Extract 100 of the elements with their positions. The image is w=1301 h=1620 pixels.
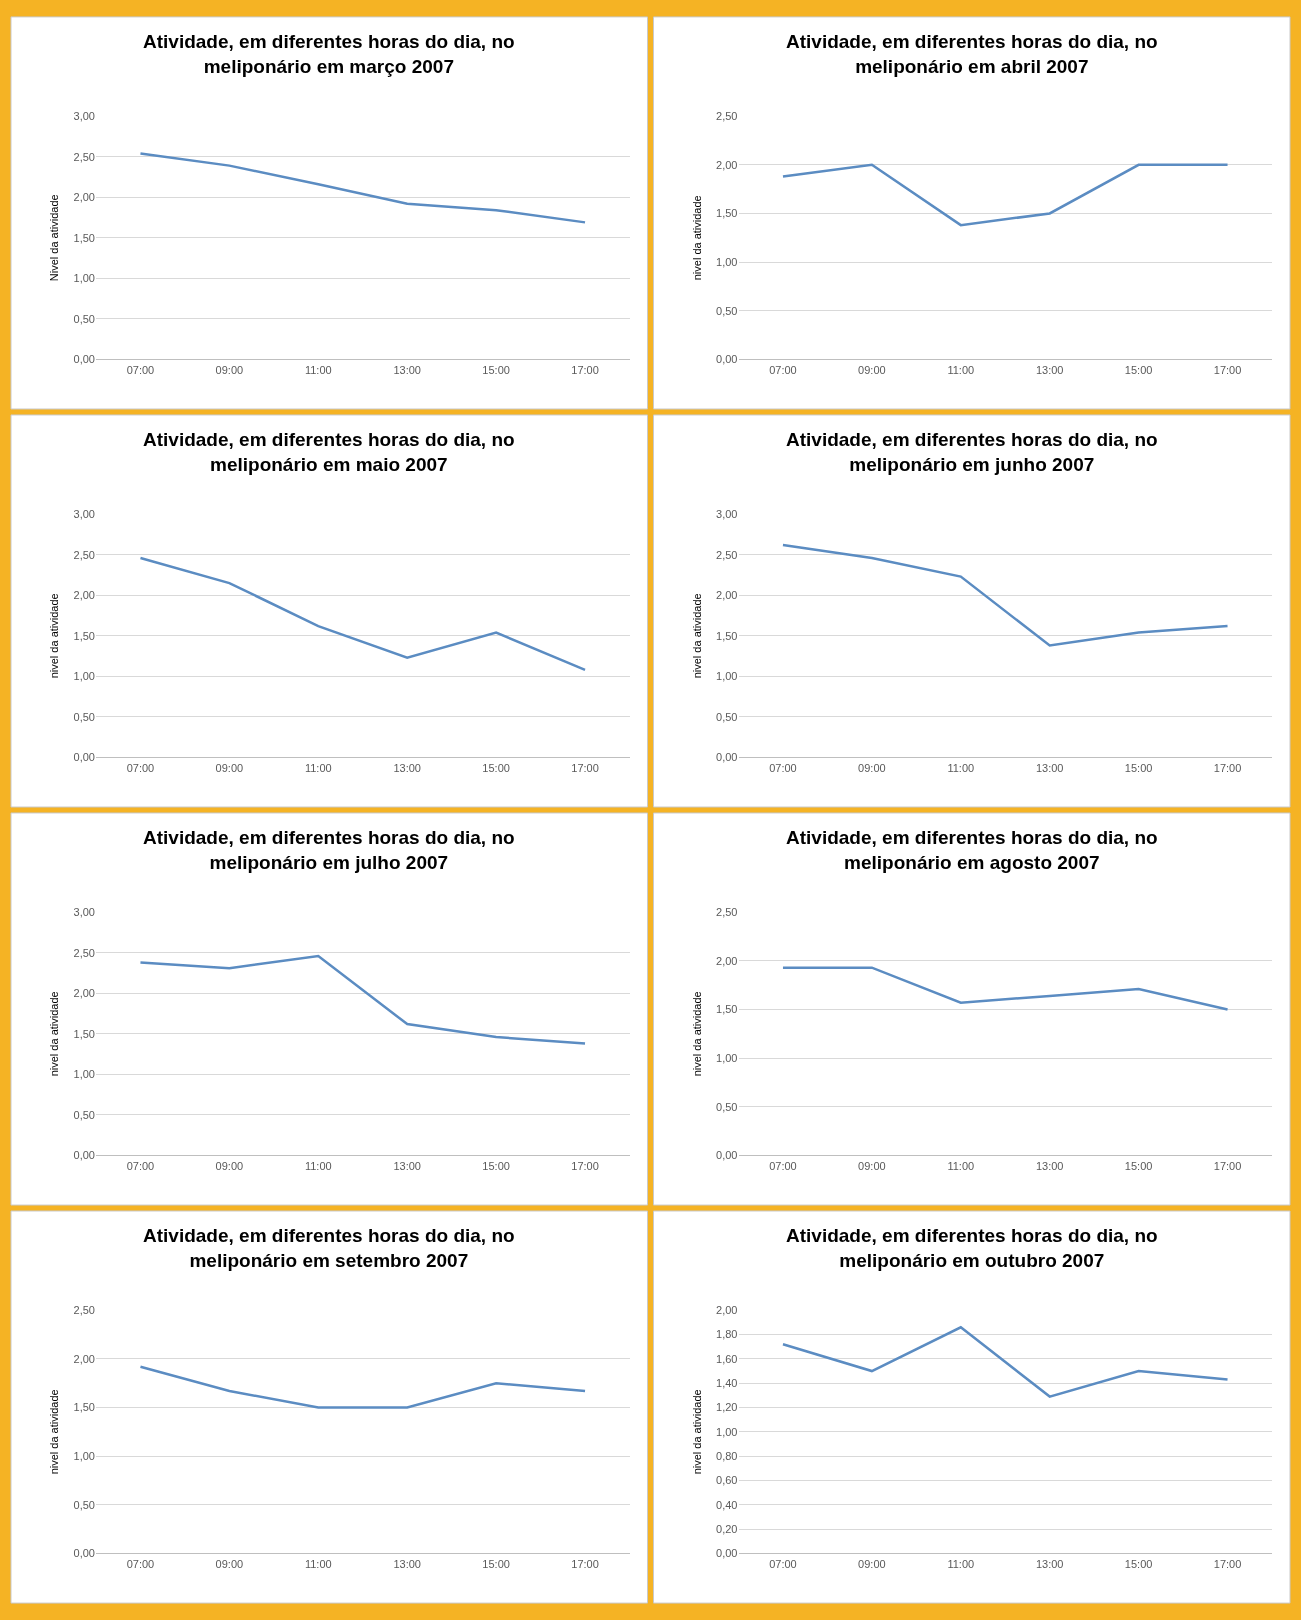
x-tick-label: 13:00 xyxy=(393,1557,421,1570)
y-tick-label: 2,00 xyxy=(716,954,738,967)
x-tick-label: 17:00 xyxy=(1213,761,1242,774)
y-tick-label: 1,00 xyxy=(73,1068,95,1081)
y-tick-label: 2,50 xyxy=(73,548,95,561)
y-tick-label: 1,80 xyxy=(716,1328,738,1341)
x-tick-label: 11:00 xyxy=(947,761,975,774)
x-tick-label: 17:00 xyxy=(571,1159,599,1172)
x-tick-label: 07:00 xyxy=(126,761,155,774)
line-series xyxy=(139,152,587,224)
y-tick-label: 1,00 xyxy=(716,670,738,683)
x-tick-label: 13:00 xyxy=(393,1159,421,1172)
y-tick-label: 0,50 xyxy=(716,1100,738,1113)
x-tick-label: 09:00 xyxy=(858,363,886,376)
line-series xyxy=(781,543,1229,647)
y-tick-label: 0,60 xyxy=(716,1474,738,1487)
y-tick-label: 0,50 xyxy=(716,304,738,317)
y-axis-title: nivel da atividade xyxy=(690,593,703,679)
y-tick-label: 3,00 xyxy=(73,508,95,521)
chart-title: Atividade, em diferentes horas do dia, no meliponário em outubro 2007 xyxy=(786,1225,1158,1271)
y-tick-label: 0,00 xyxy=(73,353,95,366)
x-tick-label: 15:00 xyxy=(1124,363,1153,376)
chart-title: Atividade, em diferentes horas do dia, no meliponário em abril 2007 xyxy=(786,31,1158,77)
x-tick-label: 17:00 xyxy=(571,363,599,376)
y-tick-label: 2,50 xyxy=(73,946,95,959)
x-tick-label: 11:00 xyxy=(304,1159,332,1172)
y-tick-label: 2,50 xyxy=(716,906,738,919)
y-tick-label: 3,00 xyxy=(73,906,95,919)
y-tick-label: 1,50 xyxy=(73,231,95,244)
y-tick-label: 1,50 xyxy=(716,629,738,642)
x-tick-label: 15:00 xyxy=(482,363,510,376)
line-series xyxy=(139,1365,587,1409)
y-tick-label: 0,50 xyxy=(73,312,95,325)
y-tick-label: 1,50 xyxy=(73,1027,95,1040)
x-tick-label: 11:00 xyxy=(304,1557,332,1570)
y-tick-label: 2,50 xyxy=(73,150,95,163)
y-tick-label: 2,00 xyxy=(73,1352,95,1365)
x-tick-label: 17:00 xyxy=(1213,363,1242,376)
y-axis-title: nivel da atividade xyxy=(48,593,61,679)
x-tick-label: 07:00 xyxy=(126,1159,155,1172)
y-tick-label: 2,50 xyxy=(716,548,738,561)
y-tick-label: 1,00 xyxy=(716,255,738,268)
y-axis-title: nivel da atividade xyxy=(690,991,703,1077)
y-tick-label: 1,20 xyxy=(716,1401,738,1414)
x-tick-label: 15:00 xyxy=(482,1159,510,1172)
x-tick-label: 11:00 xyxy=(947,1159,975,1172)
x-tick-label: 11:00 xyxy=(947,1557,975,1570)
y-tick-label: 1,50 xyxy=(73,1401,95,1414)
x-tick-label: 07:00 xyxy=(769,363,797,376)
y-tick-label: 0,00 xyxy=(716,353,738,366)
x-tick-label: 13:00 xyxy=(1035,761,1064,774)
y-tick-label: 0,50 xyxy=(73,1108,95,1121)
x-tick-label: 13:00 xyxy=(1035,363,1064,376)
y-tick-label: 0,50 xyxy=(73,710,95,723)
y-tick-label: 0,00 xyxy=(716,751,738,764)
y-axis-title: nivel da atividade xyxy=(690,1389,703,1475)
line-series xyxy=(781,163,1229,227)
y-axis-title: Nivel da atividade xyxy=(48,194,61,282)
chart-title: Atividade, em diferentes horas do dia, no meliponário em julho 2007 xyxy=(143,827,515,873)
x-tick-label: 09:00 xyxy=(215,1159,244,1172)
x-tick-label: 09:00 xyxy=(215,1557,244,1570)
y-tick-label: 0,00 xyxy=(73,1149,95,1162)
x-tick-label: 09:00 xyxy=(858,761,886,774)
x-tick-label: 15:00 xyxy=(1124,1557,1153,1570)
x-tick-label: 11:00 xyxy=(304,761,332,774)
x-tick-label: 15:00 xyxy=(1124,761,1153,774)
y-tick-label: 1,00 xyxy=(716,1052,738,1064)
y-tick-label: 0,20 xyxy=(716,1522,738,1535)
y-tick-label: 2,00 xyxy=(716,1304,738,1317)
y-tick-label: 0,80 xyxy=(716,1450,738,1463)
y-tick-label: 0,00 xyxy=(73,1547,95,1560)
x-tick-label: 15:00 xyxy=(482,761,510,774)
x-tick-label: 15:00 xyxy=(482,1557,510,1570)
line-series xyxy=(781,966,1229,1011)
y-tick-label: 2,00 xyxy=(716,589,738,602)
x-tick-label: 17:00 xyxy=(571,761,599,774)
x-tick-label: 09:00 xyxy=(215,761,244,774)
y-tick-label: 0,00 xyxy=(716,1149,738,1162)
y-tick-label: 1,50 xyxy=(716,207,738,220)
y-tick-label: 2,00 xyxy=(73,191,95,204)
chart-title: Atividade, em diferentes horas do dia, no meliponário em maio 2007 xyxy=(143,429,515,475)
y-tick-label: 1,50 xyxy=(73,629,95,642)
y-axis-title: nivel da atividade xyxy=(48,991,61,1077)
x-tick-label: 13:00 xyxy=(393,761,421,774)
y-tick-label: 1,40 xyxy=(716,1377,738,1390)
x-tick-label: 07:00 xyxy=(769,1557,797,1570)
y-tick-label: 0,00 xyxy=(73,751,95,764)
y-tick-label: 0,50 xyxy=(73,1498,95,1511)
y-tick-label: 1,00 xyxy=(716,1425,738,1438)
y-tick-label: 2,00 xyxy=(73,589,95,602)
y-tick-label: 2,50 xyxy=(716,110,738,123)
x-tick-label: 07:00 xyxy=(126,1557,155,1570)
x-tick-label: 07:00 xyxy=(126,363,155,376)
chart-title: Atividade, em diferentes horas do dia, no meliponário em junho 2007 xyxy=(786,429,1158,475)
y-tick-label: 1,00 xyxy=(73,272,95,285)
x-tick-label: 07:00 xyxy=(769,761,797,774)
x-tick-label: 13:00 xyxy=(1035,1557,1064,1570)
y-tick-label: 2,50 xyxy=(73,1304,95,1317)
chart-title: Atividade, em diferentes horas do dia, no meliponário em setembro 2007 xyxy=(143,1225,515,1271)
x-tick-label: 15:00 xyxy=(1124,1159,1153,1172)
